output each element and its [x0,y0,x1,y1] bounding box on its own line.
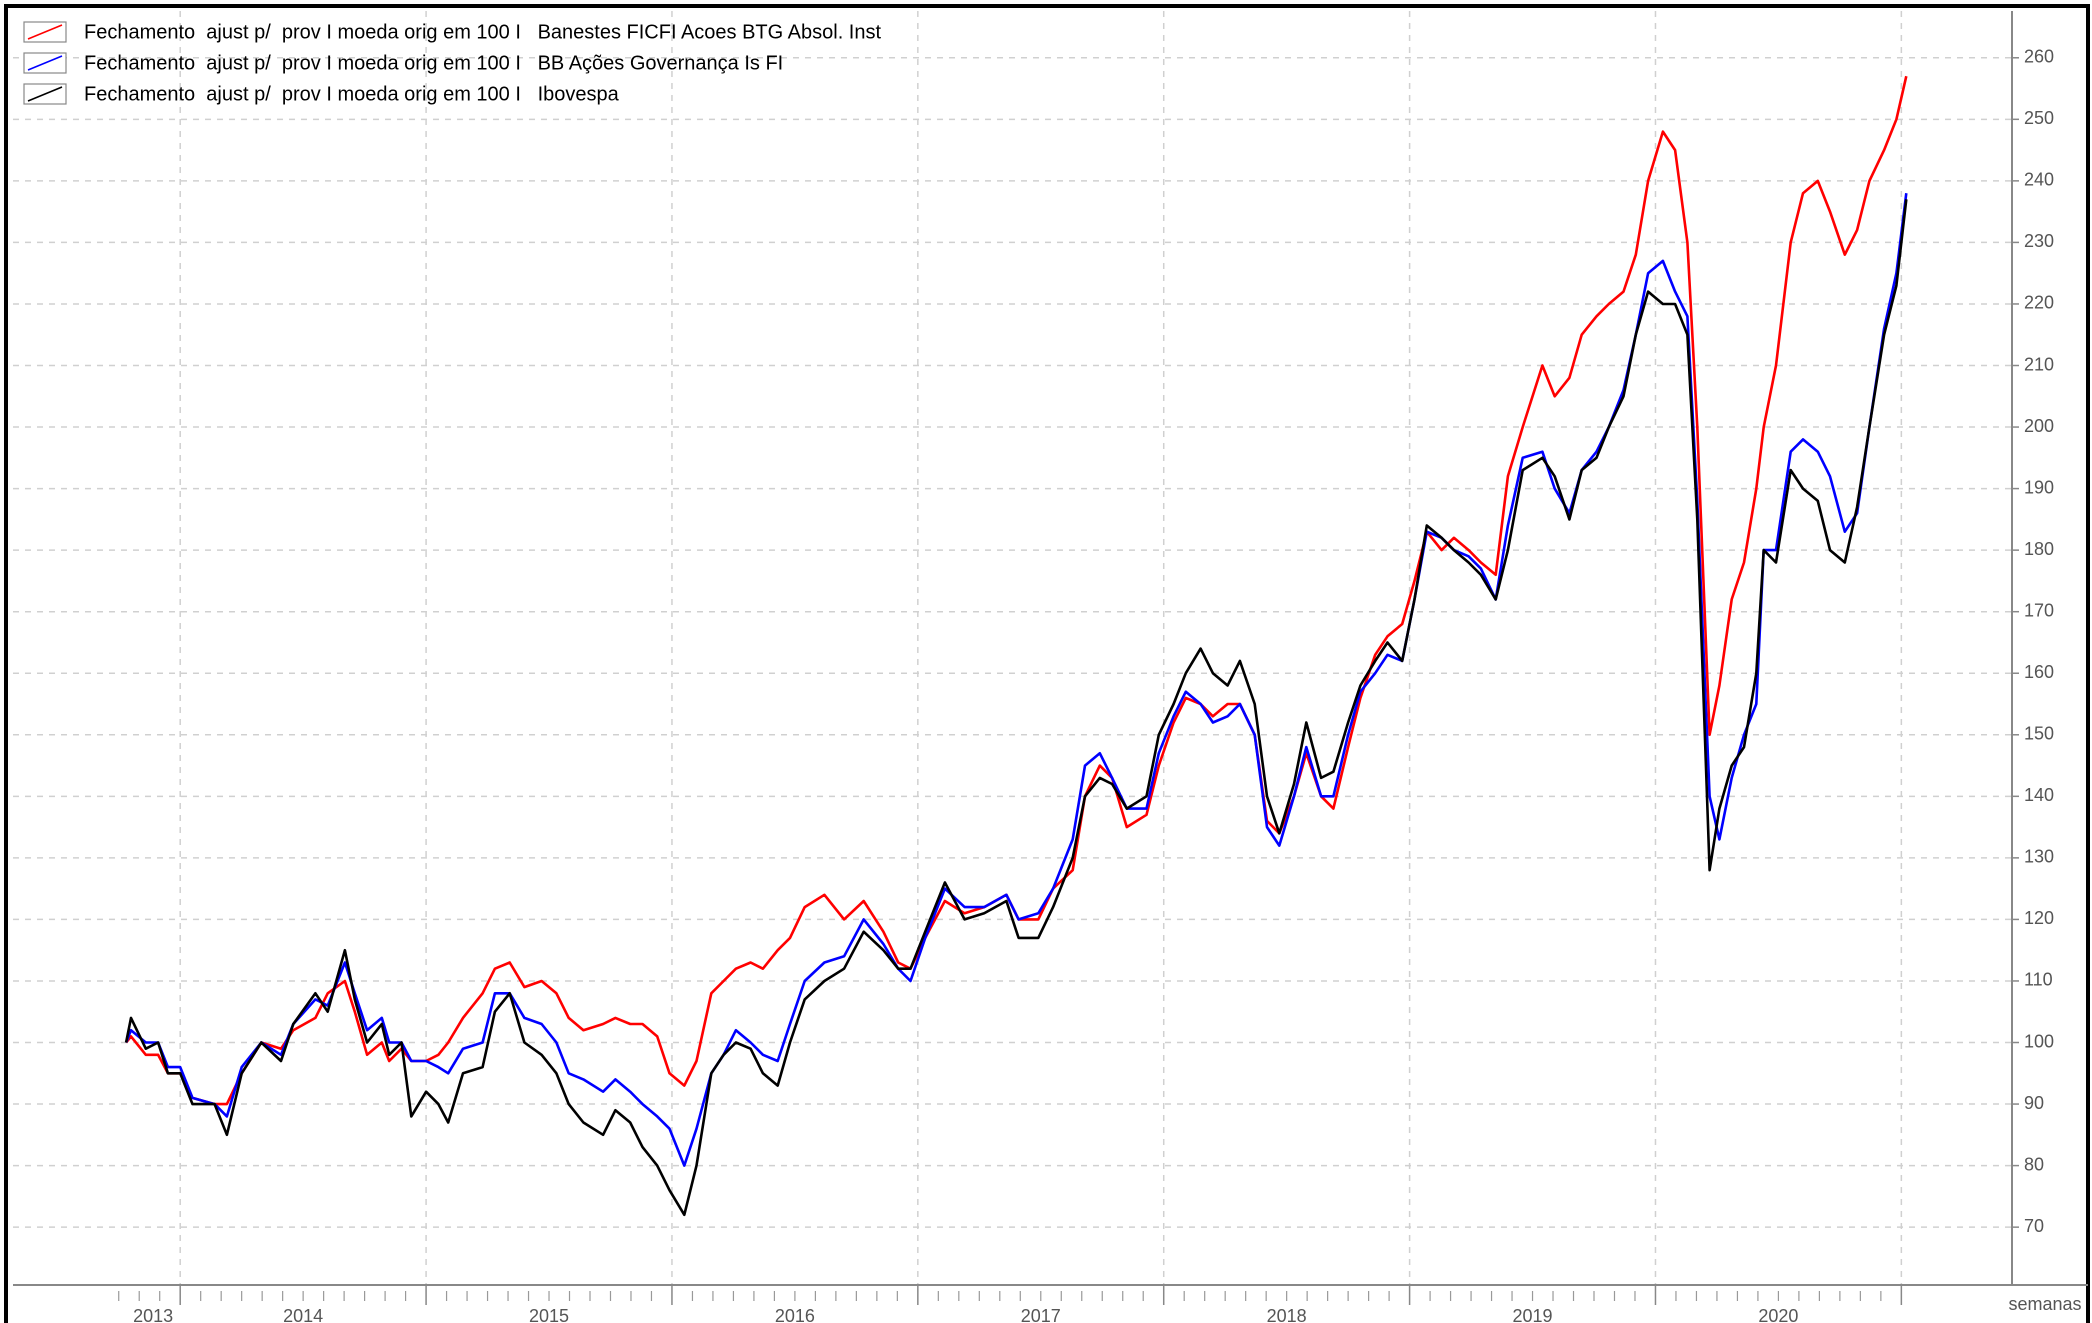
frame [4,4,2090,1323]
y-tick-label: 200 [2024,416,2054,436]
x-tick-label: 2016 [775,1306,815,1323]
x-tick-label: 2015 [529,1306,569,1323]
legend-label: Fechamento ajust p/ prov I moeda orig em… [84,83,620,105]
y-tick-label: 260 [2024,47,2054,67]
legend-swatch [27,86,63,102]
y-tick-label: 130 [2024,847,2054,867]
legend-swatch [27,24,63,40]
y-tick-label: 90 [2024,1093,2044,1113]
y-tick-label: 250 [2024,108,2054,128]
y-tick-label: 180 [2024,539,2054,559]
y-tick-label: 170 [2024,600,2054,620]
y-tick-label: 240 [2024,170,2054,190]
y-tick-label: 210 [2024,354,2054,374]
y-tick-label: 80 [2024,1154,2044,1174]
y-tick-label: 230 [2024,231,2054,251]
legend-swatch [27,55,63,71]
x-tick-label: 2013 [133,1306,173,1323]
y-tick-label: 160 [2024,662,2054,682]
y-tick-label: 150 [2024,724,2054,744]
x-tick-label: 2017 [1021,1306,1061,1323]
y-tick-label: 190 [2024,477,2054,497]
x-tick-label: 2020 [1758,1306,1798,1323]
x-tick-label: 2019 [1513,1306,1553,1323]
legend-label: Fechamento ajust p/ prov I moeda orig em… [84,21,881,43]
series-line [124,199,1908,1217]
y-tick-label: 70 [2024,1216,2044,1236]
x-tick-label: 2018 [1267,1306,1307,1323]
y-tick-label: 110 [2024,970,2053,990]
y-tick-label: 220 [2024,293,2054,313]
y-tick-label: 140 [2024,785,2054,805]
legend-label: Fechamento ajust p/ prov I moeda orig em… [84,52,783,74]
y-tick-label: 120 [2024,908,2054,928]
series-line [124,193,1908,1167]
x-tick-label: 2014 [283,1306,323,1323]
y-tick-label: 100 [2024,1031,2054,1051]
x-axis-label: semanas [2008,1294,2081,1314]
